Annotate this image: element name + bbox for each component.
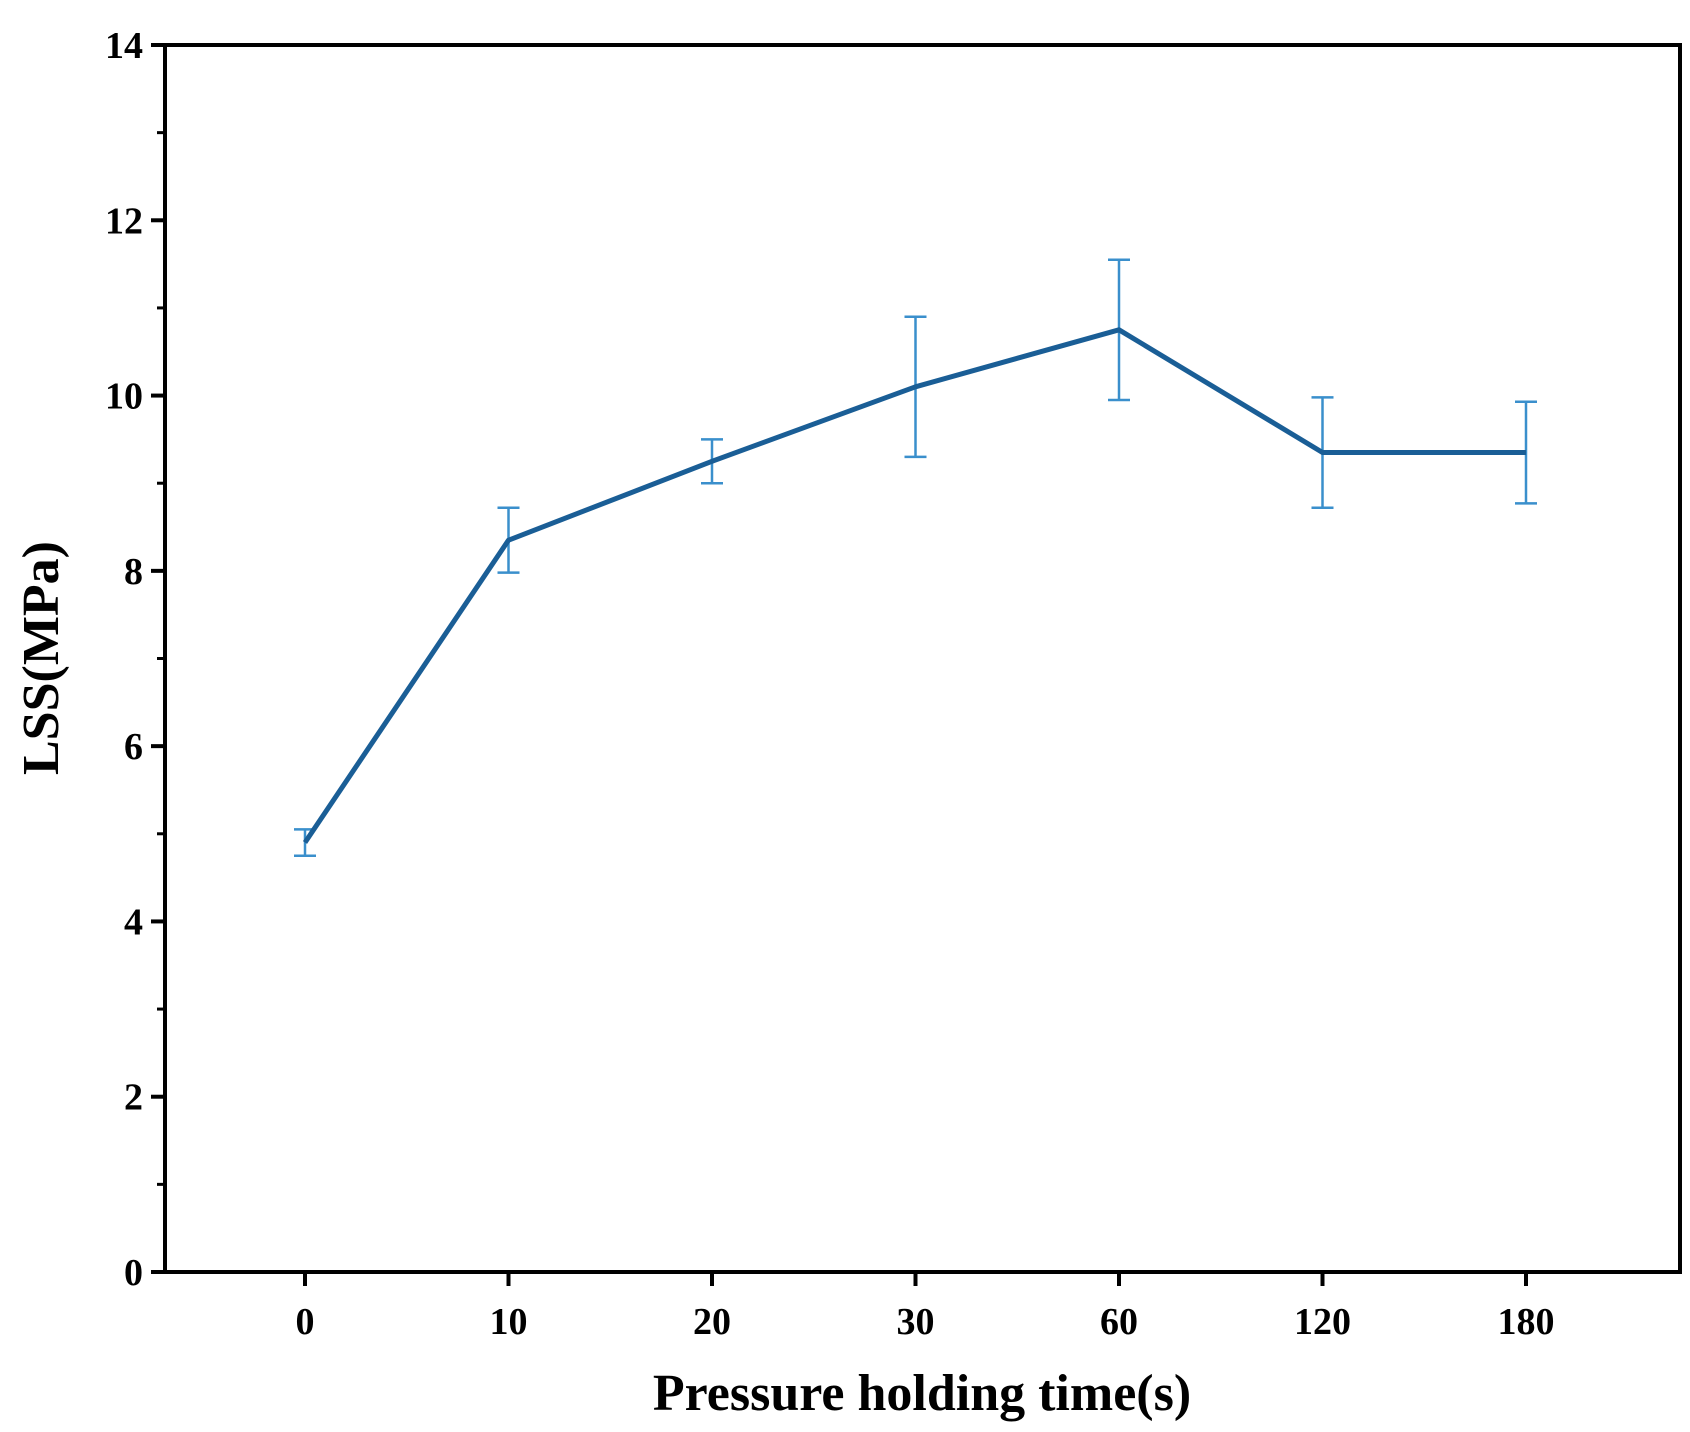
y-tick-label: 14 <box>105 25 143 67</box>
y-tick-label: 4 <box>124 901 143 943</box>
y-tick-label: 6 <box>124 726 143 768</box>
y-tick-label: 2 <box>124 1077 143 1119</box>
series-line <box>302 327 1526 844</box>
plot-frame <box>163 43 1682 1274</box>
y-tick-label: 0 <box>124 1252 143 1294</box>
x-tick-label: 20 <box>693 1301 731 1343</box>
y-tick-label: 8 <box>124 551 143 593</box>
y-axis-title: LSS(MPa) <box>13 541 70 775</box>
y-tick-label: 10 <box>105 376 143 418</box>
x-tick-label: 120 <box>1294 1301 1351 1343</box>
x-axis-ticks: 0 10 20 30 60 120 180 <box>296 1272 1555 1343</box>
y-tick-label: 12 <box>105 200 143 242</box>
x-tick-label: 30 <box>897 1301 935 1343</box>
x-axis-title: Pressure holding time(s) <box>653 1365 1191 1422</box>
x-tick-label: 10 <box>490 1301 528 1343</box>
x-tick-label: 180 <box>1498 1301 1555 1343</box>
y-axis-ticks: 0 2 4 6 8 10 12 14 <box>105 25 165 1294</box>
error-bars <box>294 258 1537 857</box>
x-tick-label: 60 <box>1100 1301 1138 1343</box>
x-tick-label: 0 <box>296 1301 315 1343</box>
